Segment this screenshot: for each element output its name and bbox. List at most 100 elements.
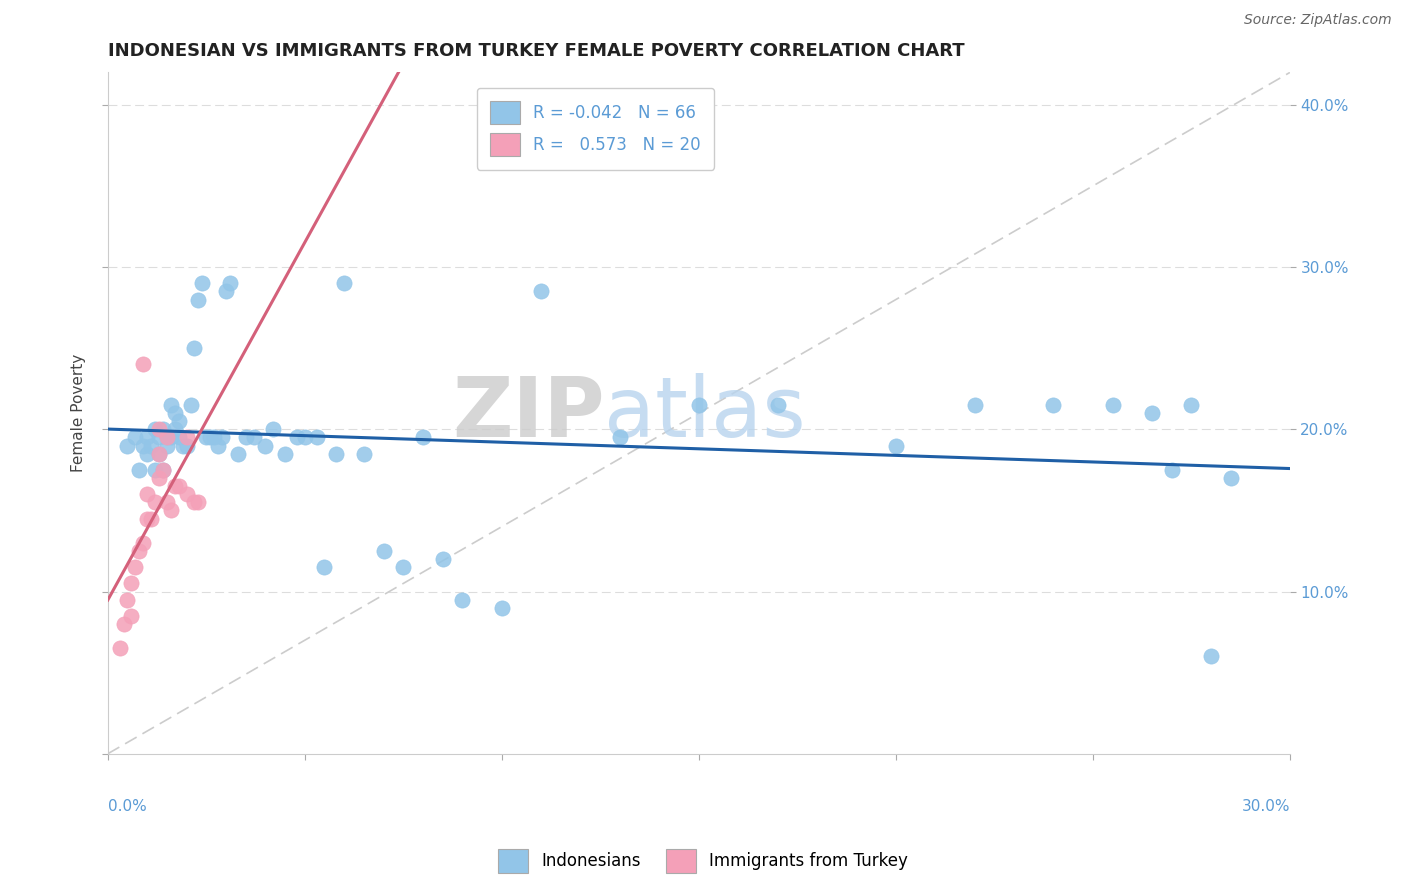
Point: [195, 430, 218, 444]
Point: [242, 430, 264, 444]
Text: Source: ZipAtlas.com: Source: ZipAtlas.com: [1244, 13, 1392, 28]
Point: [176, 487, 198, 501]
Point: [132, 358, 155, 372]
Point: [148, 422, 170, 436]
Point: [1160, 463, 1182, 477]
Point: [139, 438, 162, 452]
Point: [136, 430, 159, 444]
Point: [219, 277, 242, 291]
Point: [392, 560, 415, 574]
Point: [120, 576, 142, 591]
Point: [148, 471, 170, 485]
Point: [136, 511, 159, 525]
Point: [132, 438, 155, 452]
Text: 30.0%: 30.0%: [1241, 799, 1289, 814]
Point: [128, 544, 150, 558]
Point: [325, 447, 347, 461]
Point: [156, 495, 179, 509]
Point: [963, 398, 986, 412]
Point: [432, 552, 454, 566]
Point: [187, 293, 209, 307]
Point: [156, 430, 179, 444]
Point: [139, 511, 162, 525]
Point: [180, 398, 202, 412]
Point: [176, 430, 198, 444]
Point: [152, 463, 174, 477]
Point: [183, 495, 205, 509]
Point: [294, 430, 316, 444]
Point: [143, 463, 166, 477]
Point: [211, 430, 233, 444]
Point: [353, 447, 375, 461]
Point: [112, 617, 135, 632]
Point: [152, 422, 174, 436]
Point: [235, 430, 257, 444]
Point: [117, 592, 139, 607]
Point: [191, 277, 214, 291]
Point: [148, 447, 170, 461]
Legend: R = -0.042   N = 66, R =   0.573   N = 20: R = -0.042 N = 66, R = 0.573 N = 20: [477, 87, 714, 169]
Point: [766, 398, 789, 412]
Point: [172, 438, 194, 452]
Point: [609, 430, 631, 444]
Point: [187, 495, 209, 509]
Point: [148, 430, 170, 444]
Point: [491, 600, 513, 615]
Point: [124, 430, 146, 444]
Point: [412, 430, 434, 444]
Point: [176, 438, 198, 452]
Point: [183, 341, 205, 355]
Point: [688, 398, 710, 412]
Point: [274, 447, 297, 461]
Y-axis label: Female Poverty: Female Poverty: [72, 354, 86, 472]
Point: [167, 414, 190, 428]
Point: [159, 430, 181, 444]
Text: ZIP: ZIP: [451, 373, 605, 454]
Point: [163, 422, 186, 436]
Point: [136, 487, 159, 501]
Point: [314, 560, 336, 574]
Point: [254, 438, 277, 452]
Point: [285, 430, 308, 444]
Point: [128, 463, 150, 477]
Point: [132, 536, 155, 550]
Text: 0.0%: 0.0%: [108, 799, 146, 814]
Point: [373, 544, 395, 558]
Point: [148, 447, 170, 461]
Point: [1101, 398, 1123, 412]
Point: [163, 406, 186, 420]
Point: [215, 285, 238, 299]
Point: [159, 398, 181, 412]
Point: [1180, 398, 1202, 412]
Point: [152, 463, 174, 477]
Point: [1042, 398, 1064, 412]
Point: [226, 447, 249, 461]
Point: [143, 422, 166, 436]
Point: [124, 560, 146, 574]
Point: [884, 438, 907, 452]
Point: [117, 438, 139, 452]
Point: [451, 592, 474, 607]
Point: [1219, 471, 1241, 485]
Point: [530, 285, 553, 299]
Point: [163, 479, 186, 493]
Point: [108, 641, 131, 656]
Legend: Indonesians, Immigrants from Turkey: Indonesians, Immigrants from Turkey: [491, 842, 915, 880]
Text: INDONESIAN VS IMMIGRANTS FROM TURKEY FEMALE POVERTY CORRELATION CHART: INDONESIAN VS IMMIGRANTS FROM TURKEY FEM…: [108, 42, 965, 60]
Point: [143, 495, 166, 509]
Point: [262, 422, 284, 436]
Point: [136, 447, 159, 461]
Point: [305, 430, 328, 444]
Point: [167, 430, 190, 444]
Point: [156, 430, 179, 444]
Point: [1140, 406, 1163, 420]
Point: [200, 430, 222, 444]
Point: [333, 277, 356, 291]
Point: [202, 430, 225, 444]
Point: [167, 479, 190, 493]
Point: [1199, 649, 1222, 664]
Text: atlas: atlas: [605, 373, 806, 454]
Point: [207, 438, 229, 452]
Point: [159, 503, 181, 517]
Point: [156, 438, 179, 452]
